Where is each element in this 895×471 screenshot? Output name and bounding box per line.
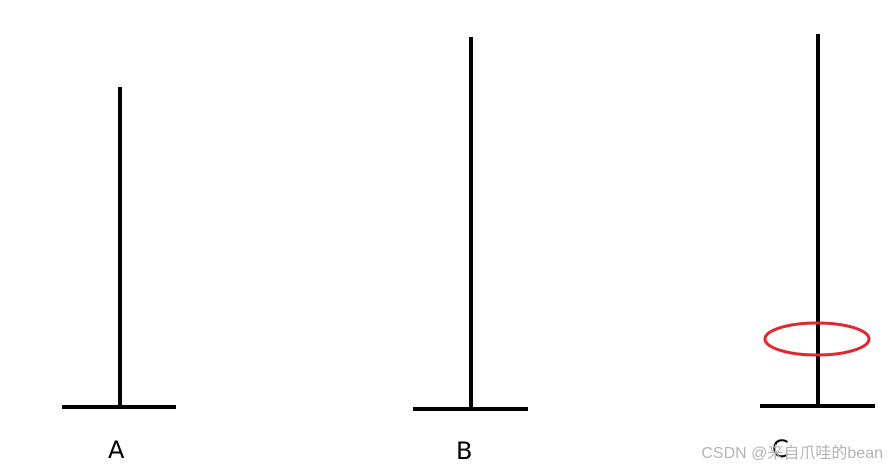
- watermark: CSDN @来自爪哇的bean: [701, 445, 883, 462]
- peg-a: A: [62, 87, 176, 464]
- peg-c-label: C: [772, 435, 789, 463]
- peg-b: B: [413, 37, 528, 465]
- peg-b-label: B: [456, 437, 472, 465]
- peg-a-label: A: [108, 436, 125, 464]
- peg-c: C: [760, 34, 875, 463]
- ring-on-peg-c: [763, 321, 871, 357]
